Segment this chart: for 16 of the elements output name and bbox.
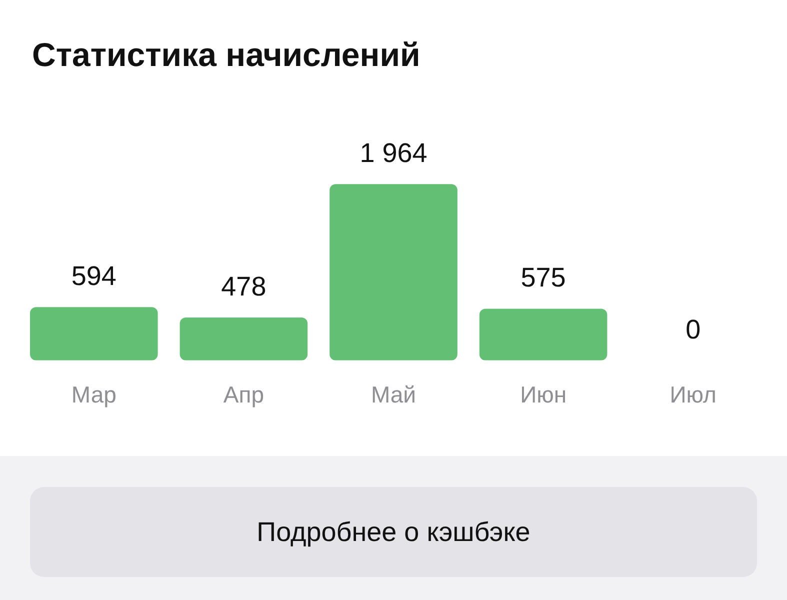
bar <box>479 308 608 360</box>
bar <box>330 184 458 360</box>
bar <box>30 307 158 360</box>
x-tick-label: Мар <box>71 382 116 408</box>
details-button[interactable]: Подробнее о кэшбэке <box>30 487 757 577</box>
x-tick-label: Июн <box>520 382 567 408</box>
chart-title: Статистика начислений <box>32 36 420 74</box>
x-tick-label: Апр <box>223 382 264 408</box>
x-tick-label: Июл <box>670 382 716 408</box>
data-label: 575 <box>520 262 566 293</box>
data-label: 1 964 <box>360 138 428 168</box>
x-tick-label: Май <box>370 382 416 408</box>
bar <box>180 317 308 360</box>
data-label: 0 <box>686 314 701 344</box>
data-label: 594 <box>71 261 116 292</box>
data-label: 478 <box>221 271 266 302</box>
